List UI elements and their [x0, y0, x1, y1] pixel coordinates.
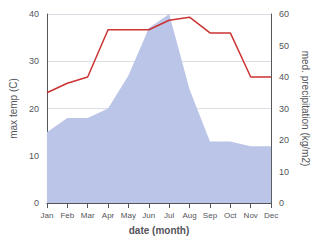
svg-text:Oct: Oct	[224, 211, 237, 220]
svg-text:Aug: Aug	[182, 211, 196, 220]
svg-text:Jul: Jul	[164, 211, 174, 220]
svg-text:Jun: Jun	[142, 211, 155, 220]
svg-text:10: 10	[29, 151, 39, 161]
svg-text:30: 30	[279, 104, 289, 114]
svg-text:May: May	[121, 211, 136, 220]
svg-text:Feb: Feb	[60, 211, 74, 220]
svg-text:Sep: Sep	[203, 211, 218, 220]
svg-text:30: 30	[29, 56, 39, 66]
svg-text:40: 40	[279, 72, 289, 82]
svg-text:date (month): date (month)	[129, 225, 190, 236]
svg-text:Mar: Mar	[81, 211, 95, 220]
svg-text:Jan: Jan	[40, 211, 53, 220]
svg-text:0: 0	[34, 198, 39, 208]
svg-text:20: 20	[29, 104, 39, 114]
svg-text:max temp (C): max temp (C)	[8, 78, 19, 139]
svg-text:Dec: Dec	[264, 211, 278, 220]
svg-text:Apr: Apr	[102, 211, 115, 220]
svg-text:med. precipitation (kg/m2): med. precipitation (kg/m2)	[300, 51, 311, 167]
svg-text:10: 10	[279, 167, 289, 177]
svg-text:20: 20	[279, 135, 289, 145]
svg-text:Nov: Nov	[244, 211, 258, 220]
svg-text:0: 0	[279, 198, 284, 208]
svg-text:60: 60	[279, 9, 289, 19]
svg-text:50: 50	[279, 41, 289, 51]
svg-text:40: 40	[29, 9, 39, 19]
